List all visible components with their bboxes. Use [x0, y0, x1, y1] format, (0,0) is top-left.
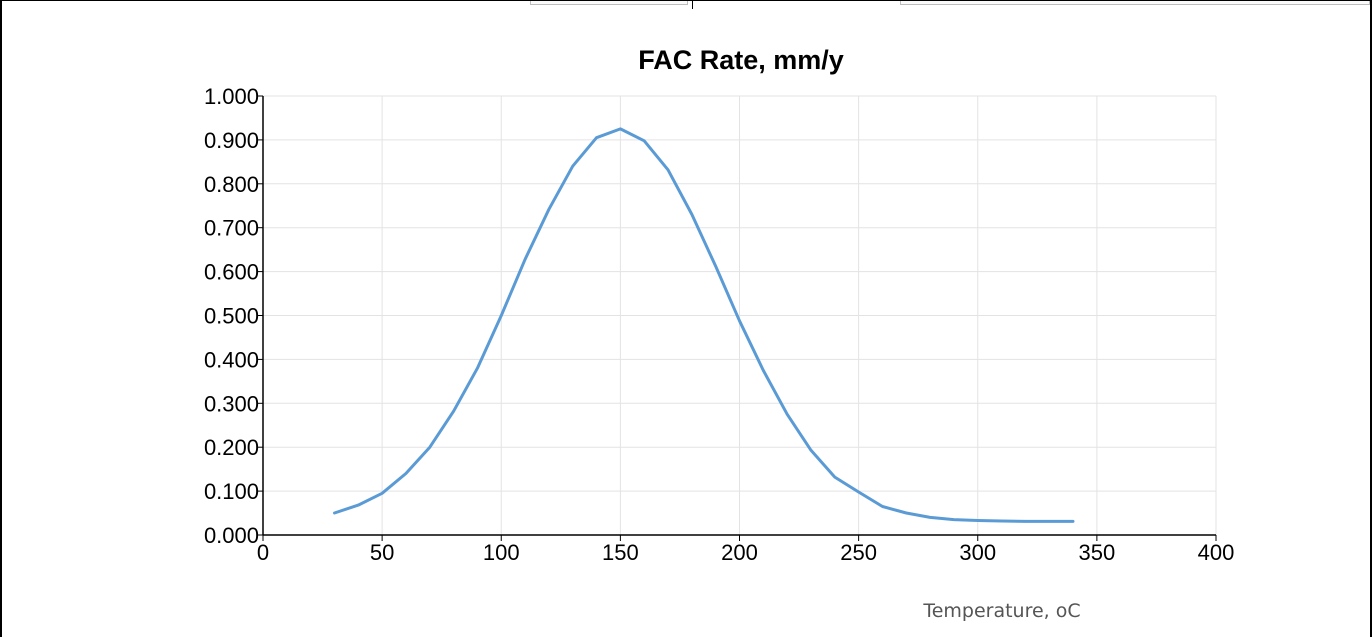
y-tick-label: 0.700: [204, 216, 259, 241]
x-tick-label: 400: [1198, 540, 1235, 565]
y-tick-label: 0.900: [204, 128, 259, 153]
toolbar-remnant: [2, 1, 1370, 9]
x-tick-label: 350: [1079, 540, 1116, 565]
toolbar-divider: [692, 1, 693, 9]
x-tick-label: 50: [370, 540, 394, 565]
y-tick-label: 0.000: [204, 523, 259, 548]
toolbar-control-right[interactable]: [900, 1, 1370, 5]
y-tick-label: 0.300: [204, 391, 259, 416]
x-tick-label: 100: [483, 540, 520, 565]
y-tick-label: 0.100: [204, 479, 259, 504]
x-tick-label: 250: [840, 540, 877, 565]
y-tick-label: 0.400: [204, 347, 259, 372]
y-tick-label: 0.600: [204, 260, 259, 285]
x-tick-label: 200: [721, 540, 758, 565]
chart-title: FAC Rate, mm/y: [638, 45, 844, 75]
y-tick-label: 0.500: [204, 304, 259, 329]
y-axis-ticks: 0.000 0.100 0.200 0.300 0.400 0.500 0.600 0.700…: [204, 84, 263, 548]
x-tick-label: 300: [959, 540, 996, 565]
x-axis-ticks: 0 50 100 150 200 250 300 350 400: [257, 535, 1234, 565]
y-tick-label: 0.800: [204, 172, 259, 197]
toolbar-control-left[interactable]: [530, 1, 688, 5]
series-layer: [333, 127, 1075, 523]
y-tick-label: 1.000: [204, 84, 259, 109]
series-line: [333, 127, 1075, 523]
grid-lines: [263, 95, 1217, 535]
x-axis-label: Temperature, oC: [922, 600, 1080, 622]
x-tick-label: 0: [257, 540, 269, 565]
x-tick-label: 150: [602, 540, 639, 565]
y-tick-label: 0.200: [204, 435, 259, 460]
